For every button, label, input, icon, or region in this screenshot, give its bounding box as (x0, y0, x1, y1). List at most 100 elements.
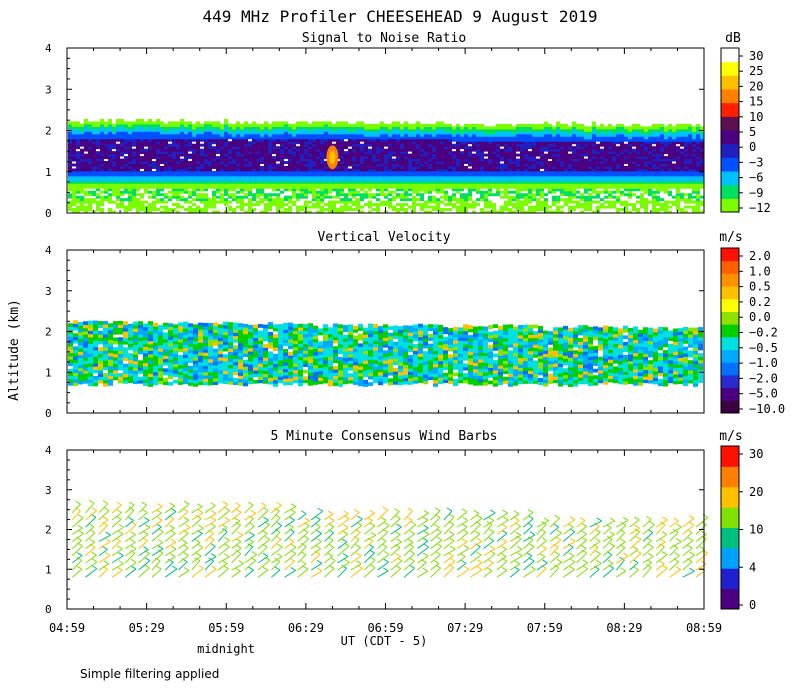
snr-cell (420, 173, 424, 177)
snr-cell (608, 170, 612, 174)
snr-cell (572, 138, 576, 142)
snr-cell (668, 210, 672, 214)
snr-cell (280, 136, 284, 140)
snr-cell (160, 146, 164, 150)
snr-cell (624, 193, 628, 197)
snr-cell (248, 183, 252, 187)
snr-cell (424, 133, 428, 137)
snr-cell (108, 118, 112, 122)
snr-cell (404, 156, 408, 160)
snr-cell (600, 126, 604, 130)
snr-cell (72, 123, 76, 127)
snr-cell (604, 170, 608, 174)
snr-cell (364, 203, 368, 207)
snr-cell (112, 133, 116, 137)
snr-cell (656, 195, 660, 199)
snr-cell (540, 128, 544, 132)
snr-cell (560, 151, 564, 155)
snr-cell (408, 136, 412, 140)
snr-cell (328, 133, 332, 137)
snr-cell (428, 210, 432, 214)
snr-cell (188, 146, 192, 150)
snr-cell (76, 180, 80, 184)
snr-cell (564, 198, 568, 202)
snr-cell (296, 123, 300, 127)
snr-cell (632, 203, 636, 207)
snr-cell (384, 148, 388, 152)
snr-cell (584, 151, 588, 155)
snr-cell (400, 193, 404, 197)
snr-cell (508, 128, 512, 132)
snr-cell (408, 131, 412, 135)
snr-cell (180, 168, 184, 172)
snr-cell (512, 143, 516, 147)
snr-cell (180, 126, 184, 130)
snr-cell (616, 136, 620, 140)
snr-cell (192, 161, 196, 164)
snr-cell (604, 188, 608, 192)
snr-cell (152, 205, 156, 209)
snr-cell (596, 163, 600, 167)
snr-cell (560, 156, 564, 160)
snr-cell (636, 153, 640, 157)
snr-cell (520, 131, 524, 135)
snr-cell (364, 138, 368, 142)
snr-cell (512, 205, 516, 209)
snr-cell (268, 200, 272, 204)
snr-cell (596, 200, 600, 204)
snr-cell (580, 126, 584, 130)
snr-cell (456, 131, 460, 135)
snr-cell (484, 190, 488, 194)
snr-cell (128, 165, 132, 169)
snr-cell (276, 188, 280, 192)
snr-cell (276, 193, 280, 197)
snr-cell (176, 178, 180, 182)
snr-cell (84, 118, 88, 122)
snr-cell (352, 143, 356, 147)
snr-cell (196, 158, 200, 162)
snr-cell (184, 141, 188, 145)
snr-cell (296, 133, 300, 137)
snr-cell (256, 128, 260, 132)
snr-cell (136, 198, 140, 202)
snr-cell (140, 178, 144, 182)
snr-cell (252, 161, 256, 164)
snr-cell (452, 178, 456, 182)
snr-cell (504, 158, 508, 162)
snr-cell (484, 158, 488, 162)
snr-cell (344, 128, 348, 132)
snr-cell (164, 163, 168, 167)
snr-cell (632, 126, 636, 130)
snr-cell (184, 188, 188, 192)
snr-cell (284, 188, 288, 192)
snr-cell (368, 193, 372, 197)
snr-cell (192, 183, 196, 187)
snr-cell (680, 208, 684, 212)
snr-cell (584, 131, 588, 135)
snr-cell (220, 156, 224, 160)
snr-cell (352, 200, 356, 204)
snr-cell (472, 185, 476, 189)
snr-cell (160, 136, 164, 140)
snr-cell (480, 143, 484, 147)
snr-cell (180, 133, 184, 137)
snr-cell (408, 158, 412, 162)
snr-cell (428, 188, 432, 192)
snr-cell (600, 151, 604, 155)
snr-cell (204, 178, 208, 182)
snr-cell (196, 126, 200, 130)
snr-cell (472, 143, 476, 147)
snr-cell (180, 165, 184, 169)
snr-cell (216, 123, 220, 127)
snr-cell (604, 165, 608, 169)
snr-cell (652, 126, 656, 130)
snr-cell (84, 168, 88, 172)
snr-cell (148, 121, 152, 125)
snr-cell (192, 136, 196, 140)
snr-cell (456, 173, 460, 177)
snr-cell (660, 136, 664, 140)
snr-cell (280, 133, 284, 137)
snr-cell (528, 175, 532, 179)
snr-cell (124, 165, 128, 169)
snr-cell (612, 138, 616, 142)
